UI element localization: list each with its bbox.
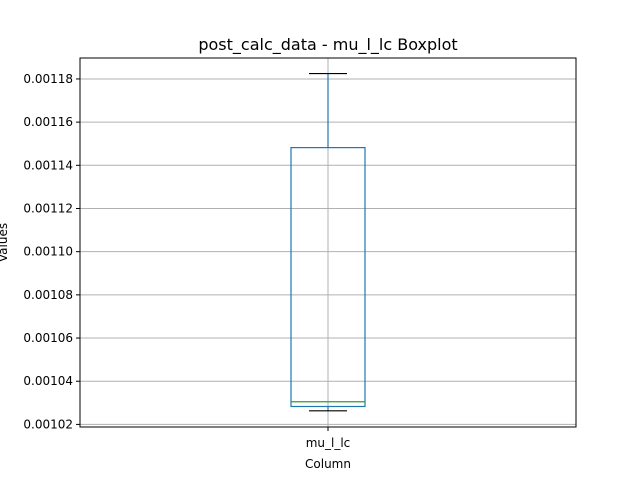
y-tick-label: 0.00102	[23, 417, 73, 431]
tick-layer: 0.00102 0.00104 0.00106 0.00108 0.00110 0.001…	[23, 72, 350, 450]
iqr-box	[290, 147, 366, 408]
x-tick-label: mu_l_lc	[306, 436, 351, 450]
y-axis-label: Values	[0, 223, 10, 262]
y-tick-label: 0.00110	[23, 245, 73, 259]
y-tick-label: 0.00112	[23, 201, 73, 215]
chart-title: post_calc_data - mu_l_lc Boxplot	[198, 35, 457, 55]
y-tick-label: 0.00114	[23, 158, 73, 172]
y-tick-label: 0.00106	[23, 331, 73, 345]
y-tick-label: 0.00118	[23, 72, 73, 86]
box-layer	[290, 72, 366, 412]
y-tick-label: 0.00108	[23, 288, 73, 302]
y-tick-label: 0.00116	[23, 115, 73, 129]
y-tick-label: 0.00104	[23, 374, 73, 388]
x-axis-label: Column	[305, 457, 351, 471]
